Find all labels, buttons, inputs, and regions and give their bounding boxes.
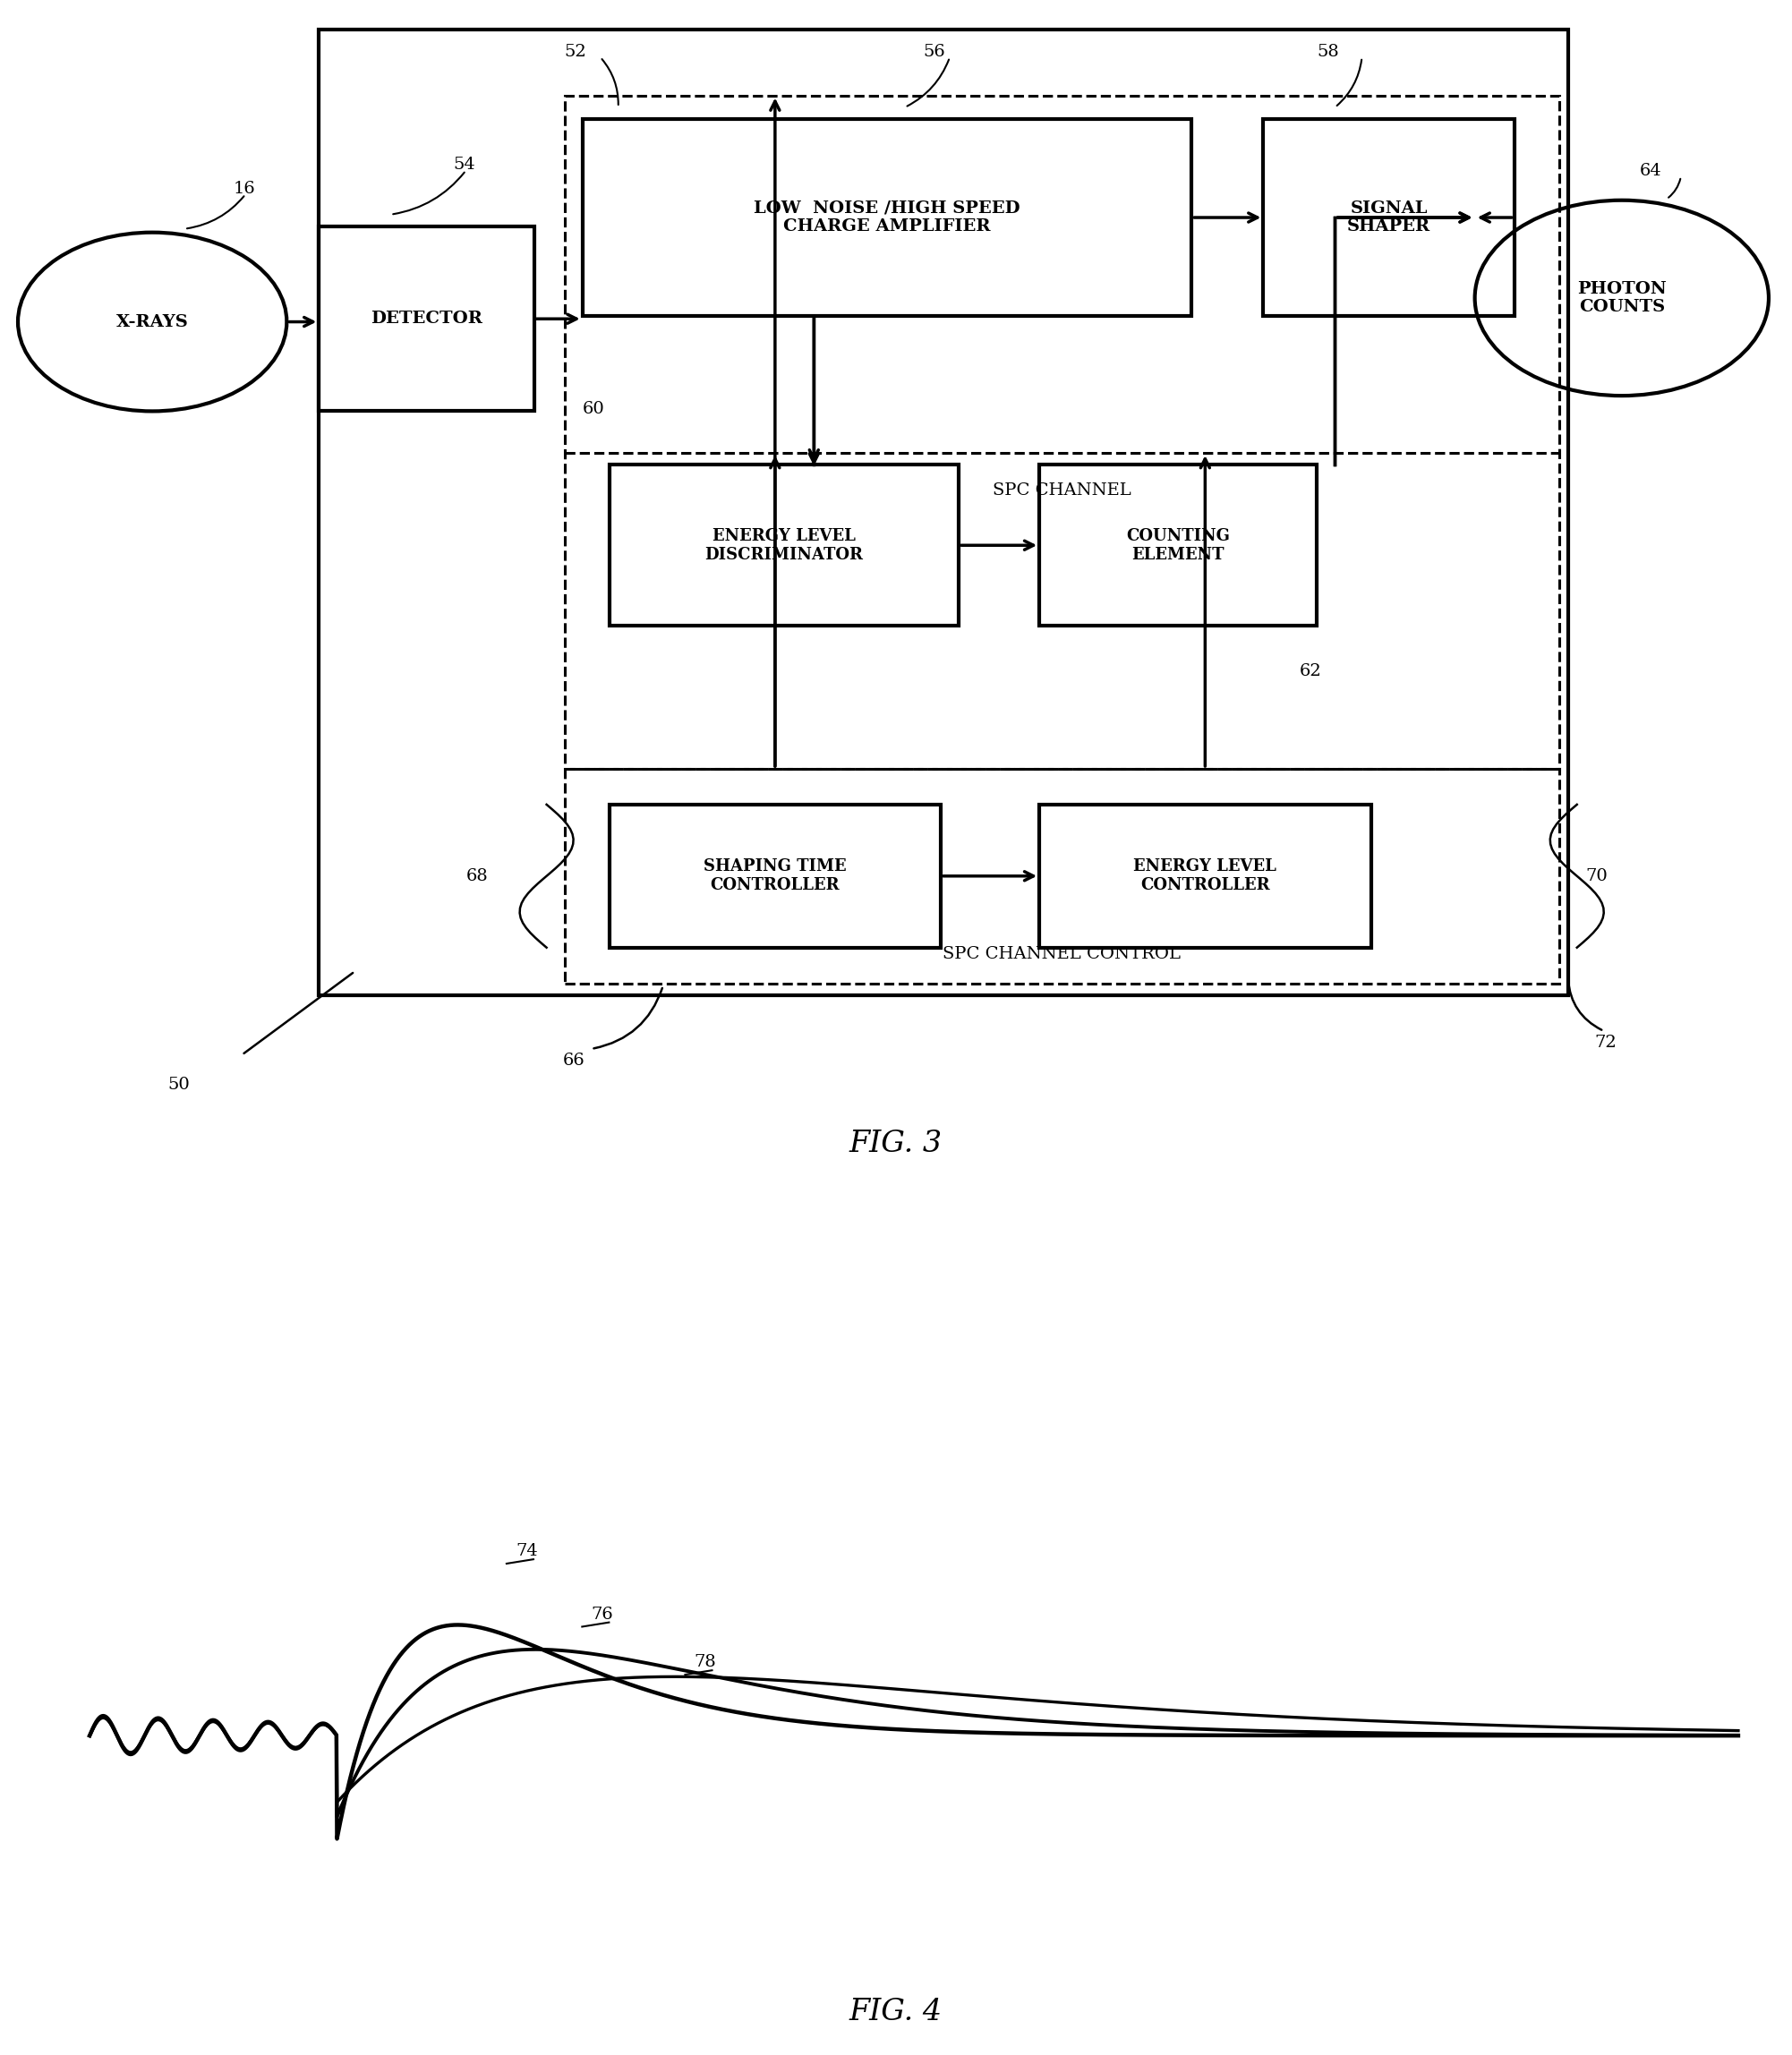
Bar bbox=[564, 769, 1559, 984]
Bar bbox=[582, 119, 1192, 316]
Text: 54: 54 bbox=[453, 156, 475, 173]
Text: 64: 64 bbox=[1640, 162, 1661, 179]
Text: COUNTING
ELEMENT: COUNTING ELEMENT bbox=[1127, 528, 1229, 563]
Text: 62: 62 bbox=[1299, 664, 1321, 680]
Bar bbox=[1039, 804, 1371, 947]
Text: 16: 16 bbox=[233, 181, 254, 197]
Text: 70: 70 bbox=[1586, 867, 1607, 884]
Text: 50: 50 bbox=[168, 1077, 190, 1093]
Text: SHAPING TIME
CONTROLLER: SHAPING TIME CONTROLLER bbox=[704, 859, 846, 894]
Text: ENERGY LEVEL
DISCRIMINATOR: ENERGY LEVEL DISCRIMINATOR bbox=[704, 528, 864, 563]
Text: FIG. 3: FIG. 3 bbox=[849, 1130, 943, 1159]
Text: 60: 60 bbox=[582, 401, 604, 417]
Bar bbox=[319, 226, 534, 411]
Text: ENERGY LEVEL
CONTROLLER: ENERGY LEVEL CONTROLLER bbox=[1134, 859, 1276, 894]
Text: 78: 78 bbox=[694, 1654, 717, 1671]
Text: 66: 66 bbox=[563, 1052, 584, 1069]
Text: LOW  NOISE /HIGH SPEED
CHARGE AMPLIFIER: LOW NOISE /HIGH SPEED CHARGE AMPLIFIER bbox=[754, 199, 1020, 234]
Text: 52: 52 bbox=[564, 43, 586, 60]
Bar bbox=[609, 804, 941, 947]
Text: DETECTOR: DETECTOR bbox=[371, 310, 482, 327]
Text: SIGNAL
SHAPER: SIGNAL SHAPER bbox=[1348, 199, 1430, 234]
Text: 76: 76 bbox=[591, 1607, 613, 1621]
Bar bbox=[1039, 464, 1317, 625]
Text: SPC CHANNEL: SPC CHANNEL bbox=[993, 483, 1131, 499]
Bar bbox=[564, 95, 1559, 769]
Text: 74: 74 bbox=[516, 1543, 538, 1560]
Bar bbox=[1263, 119, 1514, 316]
Text: 56: 56 bbox=[923, 43, 944, 60]
Text: X-RAYS: X-RAYS bbox=[116, 314, 188, 331]
Bar bbox=[609, 464, 959, 625]
Text: FIG. 4: FIG. 4 bbox=[849, 1997, 943, 2026]
Text: 58: 58 bbox=[1317, 43, 1339, 60]
Text: 72: 72 bbox=[1595, 1036, 1616, 1050]
Text: 68: 68 bbox=[466, 867, 487, 884]
Text: SPC CHANNEL CONTROL: SPC CHANNEL CONTROL bbox=[943, 945, 1181, 962]
Text: PHOTON
COUNTS: PHOTON COUNTS bbox=[1577, 282, 1667, 314]
Bar bbox=[319, 31, 1568, 995]
